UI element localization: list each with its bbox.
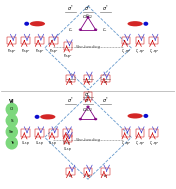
Circle shape [6,126,17,138]
Ellipse shape [143,22,148,26]
Text: S: S [10,119,13,123]
Text: $C_1$: $C_1$ [85,12,91,20]
Text: $\sigma^*$: $\sigma^*$ [67,3,74,12]
Circle shape [6,103,17,115]
Text: Non-bonding: Non-bonding [76,45,100,49]
Text: P-sp$^2$: P-sp$^2$ [49,47,58,56]
Ellipse shape [35,115,39,119]
Text: $C_4$-sp$^2$: $C_4$-sp$^2$ [135,140,145,148]
Ellipse shape [127,113,143,119]
Text: $C_1C_2$: $C_1C_2$ [82,107,94,114]
Text: $\sigma^*$: $\sigma^*$ [67,96,74,105]
Text: $C_4$-sp$^2$: $C_4$-sp$^2$ [135,47,145,56]
Text: $C_1C_2$: $C_1C_2$ [82,13,94,21]
Text: Te: Te [10,141,14,145]
Text: $\sigma$: $\sigma$ [86,173,90,178]
Ellipse shape [127,21,143,26]
Text: P-sp$^2$: P-sp$^2$ [63,53,73,61]
Text: $\sigma^*$: $\sigma^*$ [84,3,92,12]
Text: VI-sp$^2$: VI-sp$^2$ [63,146,73,154]
Ellipse shape [40,114,55,119]
Text: $\sigma$: $\sigma$ [103,173,108,178]
Ellipse shape [86,16,90,19]
Text: $\sigma$: $\sigma$ [103,79,108,85]
Ellipse shape [79,28,82,31]
Circle shape [6,115,17,126]
Circle shape [6,137,17,149]
Text: $C_3$-sp$^2$: $C_3$-sp$^2$ [121,47,131,56]
Text: $C_3$-sp$^2$: $C_3$-sp$^2$ [121,140,131,148]
Text: $C_1$: $C_1$ [68,26,74,34]
Text: VI: VI [9,99,15,105]
Text: Non-bonding: Non-bonding [76,138,100,142]
Text: Se: Se [9,130,14,134]
Ellipse shape [30,21,45,26]
Ellipse shape [94,28,97,31]
Ellipse shape [24,22,29,26]
Text: $\sigma^*$: $\sigma^*$ [102,3,109,12]
Text: $C_1$: $C_1$ [102,26,108,34]
Text: $\sigma$: $\sigma$ [86,79,90,85]
Text: VI-sp$^2$: VI-sp$^2$ [62,140,72,148]
Text: P-sp$^2$: P-sp$^2$ [7,47,17,56]
Text: VI-sp$^2$: VI-sp$^2$ [48,140,58,148]
Text: $\sigma^*$: $\sigma^*$ [102,96,109,105]
Text: $\sigma$: $\sigma$ [68,79,73,85]
Ellipse shape [143,114,148,118]
Text: $C_5$-sp$^2$: $C_5$-sp$^2$ [149,140,159,148]
Ellipse shape [79,118,82,120]
Text: $C_5$-sp$^2$: $C_5$-sp$^2$ [149,47,159,56]
Text: VI-sp$^2$: VI-sp$^2$ [21,140,31,148]
Text: VI-sp$^2$: VI-sp$^2$ [34,140,45,148]
Ellipse shape [94,118,97,120]
Ellipse shape [86,105,90,108]
Text: $\sigma^*$: $\sigma^*$ [84,96,92,105]
Text: P-sp$^2$: P-sp$^2$ [35,47,44,56]
Text: $\sigma^*$: $\sigma^*$ [84,90,92,99]
Text: O: O [10,107,13,111]
Text: P-sp$^2$: P-sp$^2$ [21,47,30,56]
Text: $\sigma$: $\sigma$ [68,173,73,178]
